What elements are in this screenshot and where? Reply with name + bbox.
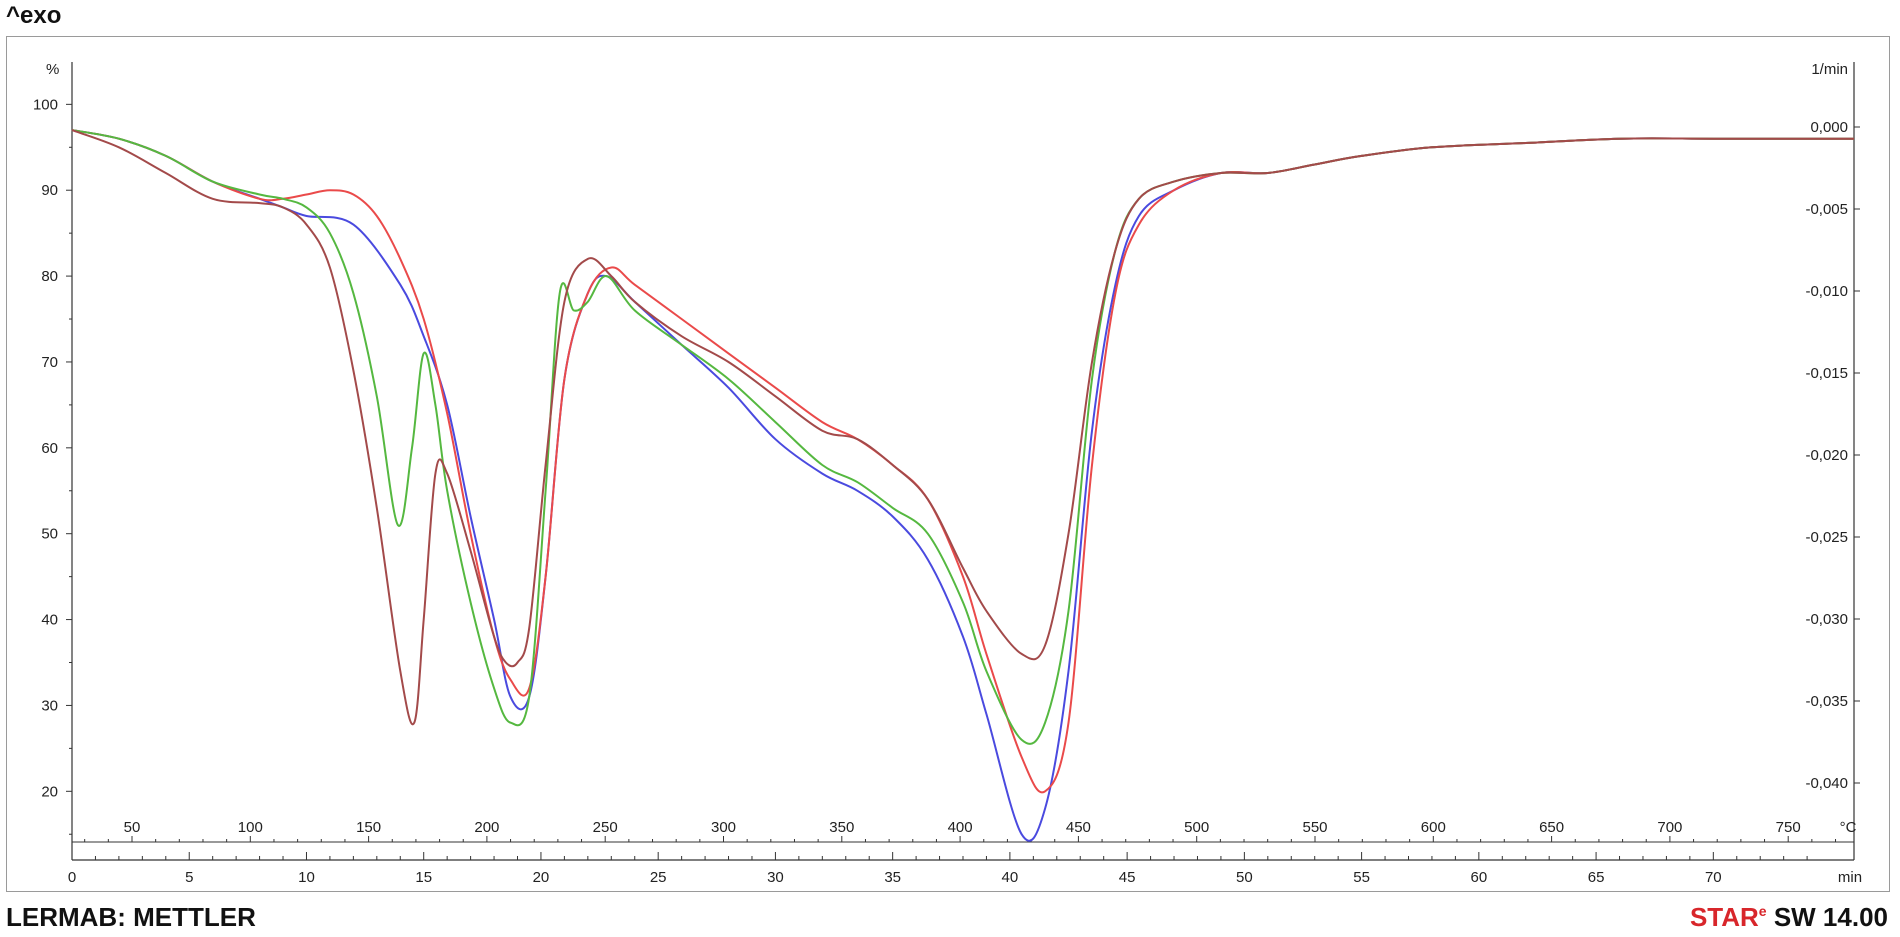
brand-star: STAR: [1689, 902, 1759, 932]
software-version: SW 14.00: [1773, 902, 1888, 932]
right-axis-unit: 1/min: [1811, 61, 1848, 78]
temperature-tick-label: 50: [124, 819, 141, 836]
footer-lab-label: LERMAB: METTLER: [6, 902, 256, 932]
axes: [71, 62, 1855, 861]
temperature-tick-label: 250: [593, 819, 618, 836]
temperature-tick-label: 600: [1421, 819, 1446, 836]
left-tick-label: 100: [33, 96, 58, 113]
right-tick-label: 0,000: [1810, 119, 1848, 136]
time-tick-label: 45: [1119, 869, 1136, 886]
time-tick-label: 15: [415, 869, 432, 886]
temperature-tick-label: 500: [1184, 819, 1209, 836]
temperature-axis-unit: °C: [1840, 819, 1857, 836]
left-tick-label: 90: [41, 182, 58, 199]
right-tick-label: -0,025: [1805, 529, 1848, 546]
plot-frame: [6, 36, 1890, 892]
left-tick-label: 20: [41, 783, 58, 800]
ticks: [66, 103, 1860, 860]
temperature-tick-label: 100: [238, 819, 263, 836]
time-axis-unit: min: [1838, 869, 1862, 886]
left-tick-label: 80: [41, 268, 58, 285]
right-tick-label: -0,015: [1805, 365, 1848, 382]
time-tick-label: 25: [650, 869, 667, 886]
exo-direction-label: ^exo: [6, 2, 62, 29]
left-tick-label: 70: [41, 354, 58, 371]
right-tick-label: -0,040: [1805, 775, 1848, 792]
left-tick-label: 30: [41, 697, 58, 714]
time-tick-label: 10: [298, 869, 315, 886]
temperature-tick-label: 550: [1302, 819, 1327, 836]
time-tick-label: 5: [185, 869, 193, 886]
curves: [71, 129, 1854, 842]
left-tick-label: 40: [41, 612, 58, 629]
right-tick-label: -0,005: [1805, 201, 1848, 218]
series-line-1: [71, 129, 1854, 842]
axis-labels: %20304050607080901001/min0,000-0,005-0,0…: [33, 61, 1862, 886]
time-tick-label: 70: [1705, 869, 1722, 886]
time-tick-label: 50: [1236, 869, 1253, 886]
temperature-tick-label: 400: [948, 819, 973, 836]
series-line-4: [71, 129, 1854, 726]
time-tick-label: 65: [1588, 869, 1605, 886]
temperature-tick-label: 350: [829, 819, 854, 836]
time-tick-label: 0: [68, 869, 76, 886]
left-tick-label: 60: [41, 440, 58, 457]
temperature-tick-label: 200: [474, 819, 499, 836]
time-tick-label: 60: [1470, 869, 1487, 886]
right-tick-label: -0,010: [1805, 283, 1848, 300]
temperature-tick-label: 750: [1776, 819, 1801, 836]
right-tick-label: -0,030: [1805, 611, 1848, 628]
brand-mark: e: [1758, 903, 1767, 919]
time-tick-label: 40: [1002, 869, 1019, 886]
right-tick-label: -0,020: [1805, 447, 1848, 464]
left-tick-label: 50: [41, 526, 58, 543]
right-tick-label: -0,035: [1805, 693, 1848, 710]
time-tick-label: 20: [533, 869, 550, 886]
software-brand: STARe SW 14.00: [1690, 902, 1888, 933]
temperature-tick-label: 700: [1657, 819, 1682, 836]
time-tick-label: 30: [767, 869, 784, 886]
left-axis-unit: %: [46, 61, 59, 78]
series-line-3: [71, 129, 1854, 745]
time-tick-label: 35: [884, 869, 901, 886]
temperature-tick-label: 450: [1066, 819, 1091, 836]
temperature-tick-label: 650: [1539, 819, 1564, 836]
time-tick-label: 55: [1353, 869, 1370, 886]
series-line-2: [71, 129, 1854, 794]
temperature-tick-label: 150: [356, 819, 381, 836]
temperature-tick-label: 300: [711, 819, 736, 836]
